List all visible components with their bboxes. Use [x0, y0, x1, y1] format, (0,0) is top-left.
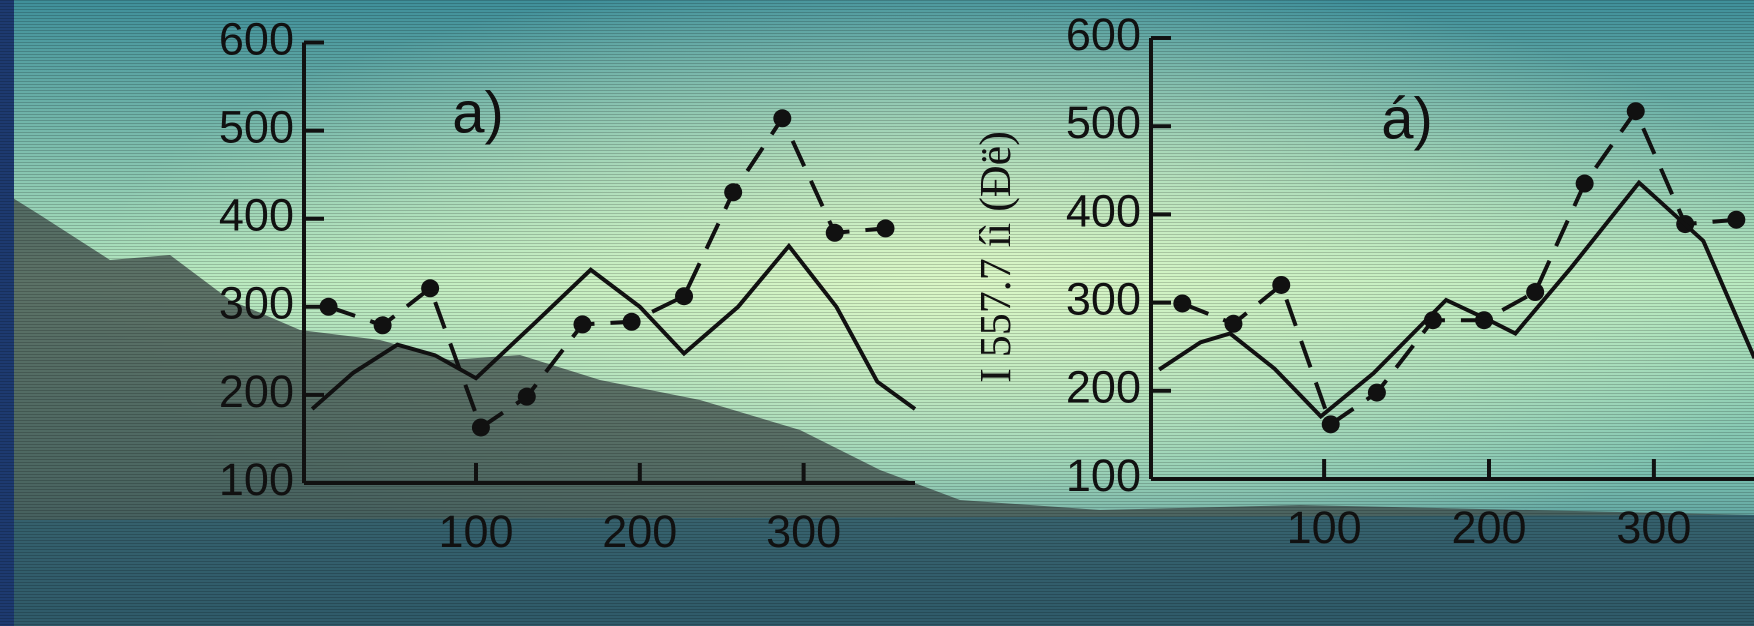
- marker: [1368, 384, 1386, 402]
- marker: [1576, 175, 1594, 193]
- y-tick-label: 600: [219, 13, 294, 64]
- marker: [1173, 294, 1191, 312]
- y-tick-label: 500: [219, 101, 294, 152]
- marker: [518, 388, 536, 406]
- marker: [421, 279, 439, 297]
- marker: [675, 287, 693, 305]
- marker: [623, 313, 641, 331]
- x-tick-label: 300: [1616, 502, 1691, 553]
- y-tick-label: 400: [1066, 185, 1141, 236]
- y-tick-label: 500: [1066, 97, 1141, 148]
- y-tick-label: 100: [1066, 450, 1141, 501]
- y-tick-label: 200: [1066, 362, 1141, 413]
- x-tick-label: 300: [766, 506, 841, 557]
- chart-title: á): [1381, 86, 1433, 151]
- y-tick-label: 100: [219, 454, 294, 505]
- marker: [573, 315, 591, 333]
- x-tick-label: 100: [438, 506, 513, 557]
- y-axis-label: I 557.7 íì (Ðë): [971, 131, 1020, 383]
- x-tick-label: 200: [602, 506, 677, 557]
- marker: [1727, 211, 1745, 229]
- y-tick-label: 300: [219, 278, 294, 329]
- marker: [1322, 415, 1340, 433]
- marker: [724, 183, 742, 201]
- page: a) 100 200 300 400 500 600 100 200 300 á) I 557.7 í…: [0, 0, 1754, 626]
- x-tick-label: 100: [1287, 502, 1362, 553]
- y-tick-label: 200: [219, 366, 294, 417]
- y-tick-label: 400: [219, 190, 294, 241]
- y-tick-label: 300: [1066, 273, 1141, 324]
- marker: [472, 418, 490, 436]
- marker: [1224, 315, 1242, 333]
- y-tick-label: 600: [1066, 9, 1141, 60]
- chart: a) 100 200 300 400 500 600 100 200 300 á) I 557.7 í…: [0, 0, 1754, 626]
- marker: [826, 224, 844, 242]
- marker: [877, 219, 895, 237]
- marker: [773, 109, 791, 127]
- chart-title: a): [452, 80, 504, 145]
- marker: [320, 298, 338, 316]
- marker: [1526, 283, 1544, 301]
- marker: [1272, 276, 1290, 294]
- marker: [374, 316, 392, 334]
- x-tick-label: 200: [1451, 502, 1526, 553]
- marker: [1627, 102, 1645, 120]
